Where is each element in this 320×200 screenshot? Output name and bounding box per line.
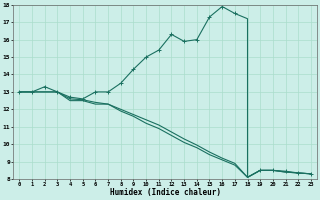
- X-axis label: Humidex (Indice chaleur): Humidex (Indice chaleur): [110, 188, 220, 197]
